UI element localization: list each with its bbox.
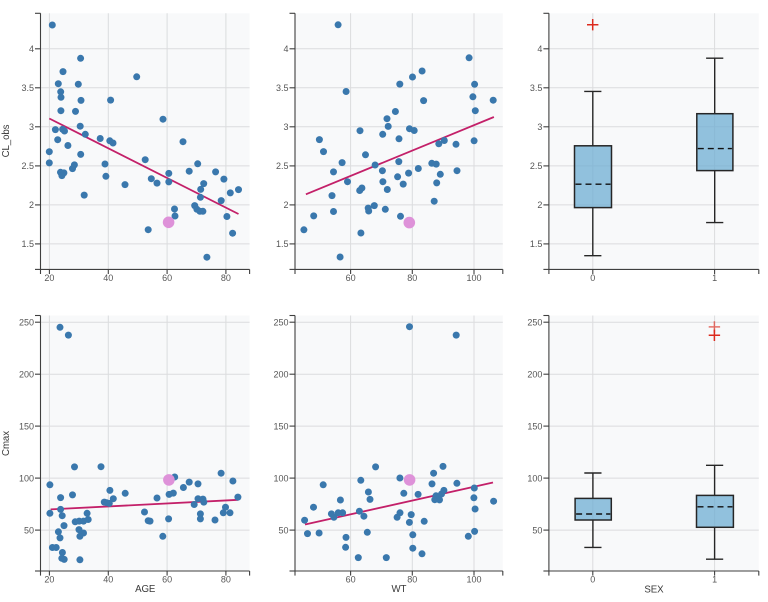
svg-text:3.5: 3.5 xyxy=(276,83,289,93)
svg-text:0: 0 xyxy=(590,575,595,585)
svg-text:1.5: 1.5 xyxy=(276,239,289,249)
svg-text:2: 2 xyxy=(283,200,288,210)
svg-text:250: 250 xyxy=(273,317,288,327)
svg-text:4: 4 xyxy=(283,44,288,54)
svg-text:80: 80 xyxy=(221,575,231,585)
svg-text:1.5: 1.5 xyxy=(21,239,34,249)
svg-text:2: 2 xyxy=(29,200,34,210)
svg-text:100: 100 xyxy=(466,273,481,283)
svg-text:0: 0 xyxy=(590,273,595,283)
svg-text:200: 200 xyxy=(273,369,288,379)
svg-text:60: 60 xyxy=(346,273,356,283)
svg-text:60: 60 xyxy=(162,575,172,585)
svg-text:100: 100 xyxy=(527,473,542,483)
svg-text:150: 150 xyxy=(527,421,542,431)
svg-text:80: 80 xyxy=(407,575,417,585)
svg-text:60: 60 xyxy=(346,575,356,585)
svg-text:3: 3 xyxy=(537,122,542,132)
svg-text:20: 20 xyxy=(44,273,54,283)
svg-text:2.5: 2.5 xyxy=(276,161,289,171)
svg-text:50: 50 xyxy=(278,525,288,535)
svg-text:4: 4 xyxy=(29,44,34,54)
svg-text:WT: WT xyxy=(391,584,406,595)
svg-text:3: 3 xyxy=(283,122,288,132)
svg-text:1: 1 xyxy=(712,273,717,283)
svg-text:2.5: 2.5 xyxy=(530,161,543,171)
svg-text:150: 150 xyxy=(19,421,34,431)
svg-text:50: 50 xyxy=(532,525,542,535)
svg-text:200: 200 xyxy=(19,369,34,379)
svg-text:Cmax: Cmax xyxy=(1,431,12,456)
svg-text:40: 40 xyxy=(103,273,113,283)
svg-text:60: 60 xyxy=(162,273,172,283)
svg-text:SEX: SEX xyxy=(644,584,664,595)
svg-text:4: 4 xyxy=(537,44,542,54)
svg-text:1: 1 xyxy=(712,575,717,585)
svg-text:1.5: 1.5 xyxy=(530,239,543,249)
svg-text:250: 250 xyxy=(527,317,542,327)
svg-text:3: 3 xyxy=(29,122,34,132)
svg-text:2: 2 xyxy=(537,200,542,210)
svg-text:80: 80 xyxy=(407,273,417,283)
svg-text:100: 100 xyxy=(466,575,481,585)
svg-text:2.5: 2.5 xyxy=(21,161,34,171)
svg-text:3.5: 3.5 xyxy=(530,83,543,93)
svg-text:100: 100 xyxy=(273,473,288,483)
svg-text:AGE: AGE xyxy=(135,584,156,595)
svg-text:200: 200 xyxy=(527,369,542,379)
svg-text:100: 100 xyxy=(19,473,34,483)
svg-text:250: 250 xyxy=(19,317,34,327)
svg-text:CL_obs: CL_obs xyxy=(1,124,12,157)
svg-text:150: 150 xyxy=(273,421,288,431)
svg-text:40: 40 xyxy=(103,575,113,585)
svg-text:80: 80 xyxy=(221,273,231,283)
svg-text:20: 20 xyxy=(44,575,54,585)
svg-text:3.5: 3.5 xyxy=(21,83,34,93)
svg-text:50: 50 xyxy=(24,525,34,535)
